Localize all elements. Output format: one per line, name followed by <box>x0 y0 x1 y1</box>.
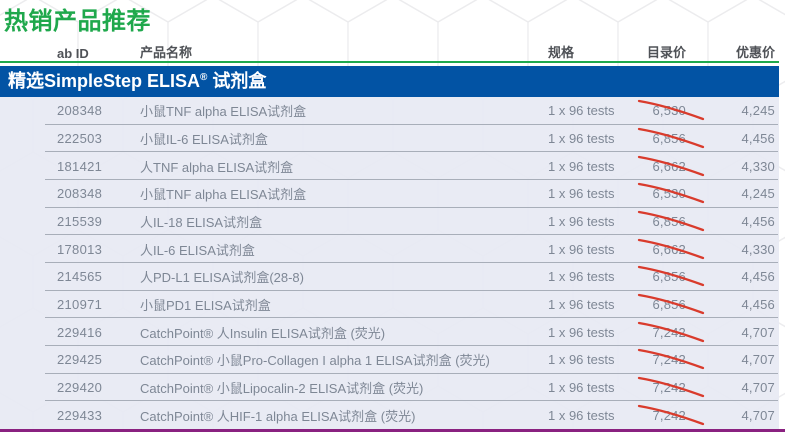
cell-product-name: 人IL-18 ELISA试剂盒 <box>140 215 263 231</box>
cell-spec: 1 x 96 tests <box>548 407 615 423</box>
section-banner: 精选SimpleStep ELISA® 试剂盒 <box>0 66 779 97</box>
table-row: 181421 人TNF alpha ELISA试剂盒 1 x 96 tests … <box>0 152 779 180</box>
cell-promo-price: 4,707 <box>741 407 775 423</box>
cell-spec: 1 x 96 tests <box>548 186 615 202</box>
table-row: 208348 小鼠TNF alpha ELISA试剂盒 1 x 96 tests… <box>0 97 779 125</box>
cell-ab-id: 229420 <box>57 380 103 396</box>
header-promo-price: 优惠价 <box>735 45 775 60</box>
cell-product-name: 小鼠TNF alpha ELISA试剂盒 <box>140 104 307 120</box>
table-body: 208348 小鼠TNF alpha ELISA试剂盒 1 x 96 tests… <box>0 97 779 429</box>
list-price-value: 6,662 <box>652 158 686 174</box>
cell-spec: 1 x 96 tests <box>548 297 615 313</box>
cell-promo-price: 4,456 <box>741 269 775 285</box>
cell-product-name: 小鼠PD1 ELISA试剂盒 <box>140 298 271 314</box>
cell-promo-price: 4,330 <box>741 158 775 174</box>
cell-list-price: 6,856 <box>620 266 705 287</box>
cell-product-name: 人IL-6 ELISA试剂盒 <box>140 242 255 258</box>
cell-spec: 1 x 96 tests <box>548 158 615 174</box>
cell-ab-id: 181421 <box>57 158 103 174</box>
cell-promo-price: 4,707 <box>741 380 775 396</box>
cell-list-price: 6,530 <box>620 183 705 204</box>
cell-spec: 1 x 96 tests <box>548 241 615 257</box>
header-rule <box>0 61 779 63</box>
cell-product-name: CatchPoint® 人HIF-1 alpha ELISA试剂盒 (荧光) <box>140 408 416 424</box>
header-product-name: 产品名称 <box>140 45 193 60</box>
cell-spec: 1 x 96 tests <box>548 269 615 285</box>
bottom-rule <box>0 429 785 432</box>
cell-spec: 1 x 96 tests <box>548 131 615 146</box>
cell-spec: 1 x 96 tests <box>548 214 615 230</box>
list-price-value: 6,530 <box>652 103 686 119</box>
list-price-value: 6,856 <box>652 297 686 313</box>
cell-ab-id: 229416 <box>57 324 103 340</box>
cell-list-price: 6,856 <box>620 293 705 315</box>
cell-list-price: 7,242 <box>620 349 705 370</box>
cell-ab-id: 208348 <box>57 186 103 202</box>
list-price-value: 6,856 <box>652 214 686 230</box>
cell-ab-id: 215539 <box>57 214 103 230</box>
cell-spec: 1 x 96 tests <box>548 352 615 368</box>
cell-promo-price: 4,330 <box>741 241 775 257</box>
table-header: ab ID 产品名称 规格 目录价 优惠价 <box>0 40 779 61</box>
cell-list-price: 6,662 <box>620 155 705 176</box>
cell-list-price: 6,530 <box>620 100 705 121</box>
registered-trademark-icon: ® <box>200 72 208 83</box>
list-price-value: 7,242 <box>652 352 686 368</box>
cell-product-name: CatchPoint® 人Insulin ELISA试剂盒 (荧光) <box>140 325 386 341</box>
cell-promo-price: 4,707 <box>741 324 775 340</box>
list-price-value: 7,242 <box>652 407 686 423</box>
list-price-value: 7,242 <box>652 380 686 396</box>
table-row: 208348 小鼠TNF alpha ELISA试剂盒 1 x 96 tests… <box>0 180 779 208</box>
cell-promo-price: 4,245 <box>741 186 775 202</box>
banner-title: 精选SimpleStep ELISA® 试剂盒 <box>8 71 267 91</box>
cell-product-name: 小鼠IL-6 ELISA试剂盒 <box>140 132 268 147</box>
cell-ab-id: 208348 <box>57 103 103 119</box>
cell-promo-price: 4,707 <box>741 352 775 368</box>
cell-promo-price: 4,456 <box>741 131 775 146</box>
header-list-price: 目录价 <box>646 45 686 60</box>
cell-ab-id: 210971 <box>57 297 103 313</box>
list-price-value: 7,242 <box>652 324 686 340</box>
table-row: 229420 CatchPoint® 小鼠Lipocalin-2 ELISA试剂… <box>0 374 779 402</box>
cell-ab-id: 222503 <box>57 131 103 146</box>
table-row: 214565 人PD-L1 ELISA试剂盒(28-8) 1 x 96 test… <box>0 263 779 291</box>
cell-product-name: 小鼠TNF alpha ELISA试剂盒 <box>140 187 307 203</box>
cell-product-name: 人TNF alpha ELISA试剂盒 <box>140 159 294 175</box>
cell-product-name: CatchPoint® 小鼠Lipocalin-2 ELISA试剂盒 (荧光) <box>140 381 424 397</box>
table-row: 215539 人IL-18 ELISA试剂盒 1 x 96 tests 6,85… <box>0 208 779 236</box>
cell-spec: 1 x 96 tests <box>548 324 615 340</box>
page-title: 热销产品推荐 <box>4 8 151 35</box>
table-row: 178013 人IL-6 ELISA试剂盒 1 x 96 tests 6,662… <box>0 235 779 263</box>
list-price-value: 6,856 <box>652 269 686 285</box>
cell-product-name: 人PD-L1 ELISA试剂盒(28-8) <box>140 270 304 286</box>
cell-ab-id: 214565 <box>57 269 103 285</box>
cell-ab-id: 229433 <box>57 407 103 423</box>
cell-ab-id: 229425 <box>57 352 103 368</box>
cell-product-name: CatchPoint® 小鼠Pro-Collagen I alpha 1 ELI… <box>140 353 490 369</box>
list-price-value: 6,856 <box>652 131 686 146</box>
cell-ab-id: 178013 <box>57 241 103 257</box>
header-ab-id: ab ID <box>57 46 89 61</box>
table-row: 229416 CatchPoint® 人Insulin ELISA试剂盒 (荧光… <box>0 318 779 346</box>
list-price-value: 6,530 <box>652 186 686 202</box>
cell-list-price: 6,856 <box>620 210 705 232</box>
table-row: 229425 CatchPoint® 小鼠Pro-Collagen I alph… <box>0 346 779 374</box>
cell-list-price: 7,242 <box>620 376 705 398</box>
cell-list-price: 7,242 <box>620 321 705 342</box>
cell-promo-price: 4,456 <box>741 297 775 313</box>
list-price-value: 6,662 <box>652 241 686 257</box>
cell-list-price: 7,242 <box>620 404 705 425</box>
cell-promo-price: 4,456 <box>741 214 775 230</box>
header-spec: 规格 <box>548 45 575 60</box>
table-row: 210971 小鼠PD1 ELISA试剂盒 1 x 96 tests 6,856… <box>0 291 779 319</box>
cell-list-price: 6,856 <box>620 127 705 149</box>
table-row: 229433 CatchPoint® 人HIF-1 alpha ELISA试剂盒… <box>0 401 779 429</box>
cell-promo-price: 4,245 <box>741 103 775 119</box>
cell-spec: 1 x 96 tests <box>548 380 615 396</box>
table-row: 222503 小鼠IL-6 ELISA试剂盒 1 x 96 tests 6,85… <box>0 125 779 153</box>
cell-spec: 1 x 96 tests <box>548 103 615 119</box>
cell-list-price: 6,662 <box>620 238 705 259</box>
